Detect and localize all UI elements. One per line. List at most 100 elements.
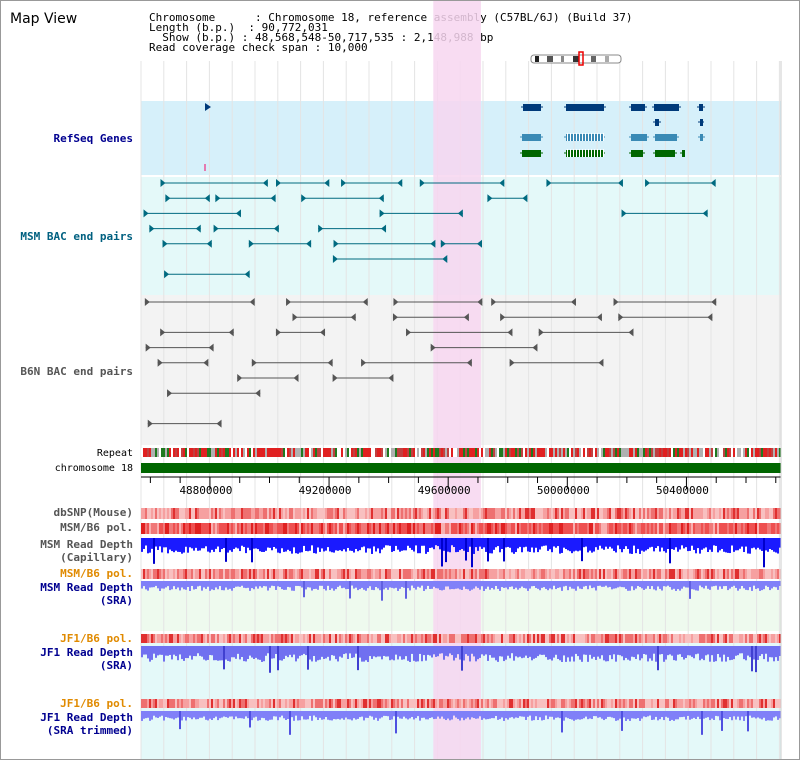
jf1-depth-sra-bar: [211, 646, 213, 656]
msm-depth-sra-bar: [743, 581, 745, 589]
msm-depth-sra-bar: [591, 581, 593, 589]
msm-b6-pol-strip: [575, 523, 577, 534]
b6n-bac-end-marker: [463, 313, 469, 322]
jf1-b6-pol-strip-2: [485, 699, 487, 708]
jf1-depth-trim-bar: [763, 711, 765, 718]
msm-b6-pol-strip: [221, 523, 223, 534]
jf1-depth-sra-bar: [525, 646, 527, 656]
msm-depth-capillary-bar: [631, 538, 633, 554]
jf1-b6-pol-strip: [697, 634, 699, 643]
jf1-depth-sra-bar: [513, 646, 515, 661]
msm-b6-pol-strip-2: [745, 569, 747, 579]
msm-depth-capillary-bar: [241, 538, 243, 546]
exon-stripe: [579, 149, 580, 157]
dbsnp-strip: [739, 508, 741, 519]
dbsnp-strip: [589, 508, 591, 519]
jf1-b6-pol-strip: [143, 634, 145, 643]
msm-depth-sra-bar: [723, 581, 725, 587]
jf1-depth-trim-bar: [331, 711, 333, 721]
msm-depth-capillary-bar: [605, 538, 607, 547]
dbsnp-strip: [347, 508, 349, 519]
jf1-depth-trim-bar: [459, 711, 461, 721]
repeat-segment: [557, 448, 559, 457]
jf1-depth-trim-bar: [731, 711, 733, 721]
msm-b6-pol-strip-2: [353, 569, 355, 579]
msm-b6-pol-strip-2: [641, 569, 643, 579]
msm-bac-end-marker: [262, 179, 268, 187]
b6n-bac-end-marker: [216, 419, 222, 428]
jf1-depth-sra-bar: [301, 646, 303, 656]
jf1-depth-sra-bar: [479, 646, 481, 658]
msm-depth-sra-bar: [153, 581, 155, 588]
jf1-depth-trim-bar: [161, 711, 163, 716]
msm-b6-pol-strip-2: [571, 569, 573, 579]
msm-depth-sra-bar: [325, 581, 327, 591]
msm-depth-capillary-bar: [665, 538, 667, 553]
jf1-depth-sra-bar: [561, 646, 563, 662]
jf1-depth-trim-bar: [261, 711, 263, 718]
msm-b6-pol-strip-2: [235, 569, 237, 579]
jf1-b6-pol-strip: [749, 634, 751, 643]
msm-b6-pol-strip: [315, 523, 317, 534]
jf1-b6-pol-strip: [189, 634, 191, 643]
jf1-b6-pol-strip-2: [369, 699, 371, 708]
msm-depth-capillary-bar: [425, 538, 427, 554]
jf1-b6-pol-strip-2: [417, 699, 419, 708]
jf1-b6-pol-strip: [559, 634, 561, 643]
msm-b6-pol-strip: [741, 523, 743, 534]
jf1-b6-pol-strip-2: [775, 699, 777, 708]
repeat-segment: [339, 448, 341, 457]
jf1-b6-pol-strip: [229, 634, 231, 643]
dbsnp-strip: [253, 508, 255, 519]
msm-depth-capillary-bar: [163, 538, 165, 548]
msm-depth-sra-bar: [357, 581, 359, 591]
jf1-b6-pol-strip: [581, 634, 583, 643]
msm-depth-sra-bar: [367, 581, 369, 589]
msm-depth-sra-bar: [249, 581, 251, 591]
jf1-depth-sra-bar: [203, 646, 205, 660]
msm-depth-sra-bar: [147, 581, 149, 591]
jf1-depth-trim-bar: [547, 711, 549, 720]
msm-b6-pol-strip: [451, 523, 453, 534]
jf1-depth-trim-bar: [581, 711, 583, 720]
msm-b6-pol-strip-2: [527, 569, 529, 579]
msm-depth-sra-bar: [163, 581, 165, 589]
repeat-segment: [593, 448, 595, 457]
msm-b6-pol-strip: [359, 523, 361, 534]
jf1-b6-pol-strip-2: [619, 699, 621, 708]
repeat-segment: [467, 448, 469, 457]
jf1-depth-sra-bar: [699, 646, 701, 661]
jf1-depth-sra-bar: [341, 646, 343, 658]
jf1-b6-pol-strip-2: [647, 699, 649, 708]
msm-depth-sra-bar: [473, 581, 475, 589]
msm-b6-pol-strip: [777, 523, 779, 534]
msm-b6-pol-strip: [187, 523, 189, 534]
msm-b6-pol-strip: [493, 523, 495, 534]
b6n-bac-end-marker: [596, 313, 602, 322]
repeat-segment: [543, 448, 545, 457]
b6n-bac-end-marker: [538, 328, 544, 337]
dbsnp-strip: [519, 508, 521, 519]
msm-depth-sra-bar: [697, 581, 699, 591]
msm-b6-pol-strip-2: [663, 569, 665, 579]
jf1-depth-trim-bar: [481, 711, 483, 720]
repeat-segment: [499, 448, 501, 457]
jf1-depth-trim-bar: [653, 711, 655, 720]
msm-bac-end-marker: [204, 194, 210, 203]
jf1-b6-pol-strip-2: [577, 699, 579, 708]
dbsnp-strip: [229, 508, 231, 519]
jf1-depth-sra-bar: [431, 646, 433, 658]
jf1-b6-pol-strip: [499, 634, 501, 643]
msm-b6-pol-strip: [675, 523, 677, 534]
dbsnp-strip: [565, 508, 567, 519]
jf1-b6-pol-strip-2: [749, 699, 751, 708]
jf1-b6-pol-strip: [251, 634, 253, 643]
msm-depth-sra-bar: [479, 581, 481, 590]
msm-bac-end-marker: [270, 194, 276, 203]
dbsnp-strip: [453, 508, 455, 519]
msm-depth-capillary-bar: [557, 538, 559, 547]
repeat-segment: [185, 448, 187, 457]
jf1-depth-sra-bar: [275, 646, 277, 655]
jf1-b6-pol-strip-2: [677, 699, 679, 708]
